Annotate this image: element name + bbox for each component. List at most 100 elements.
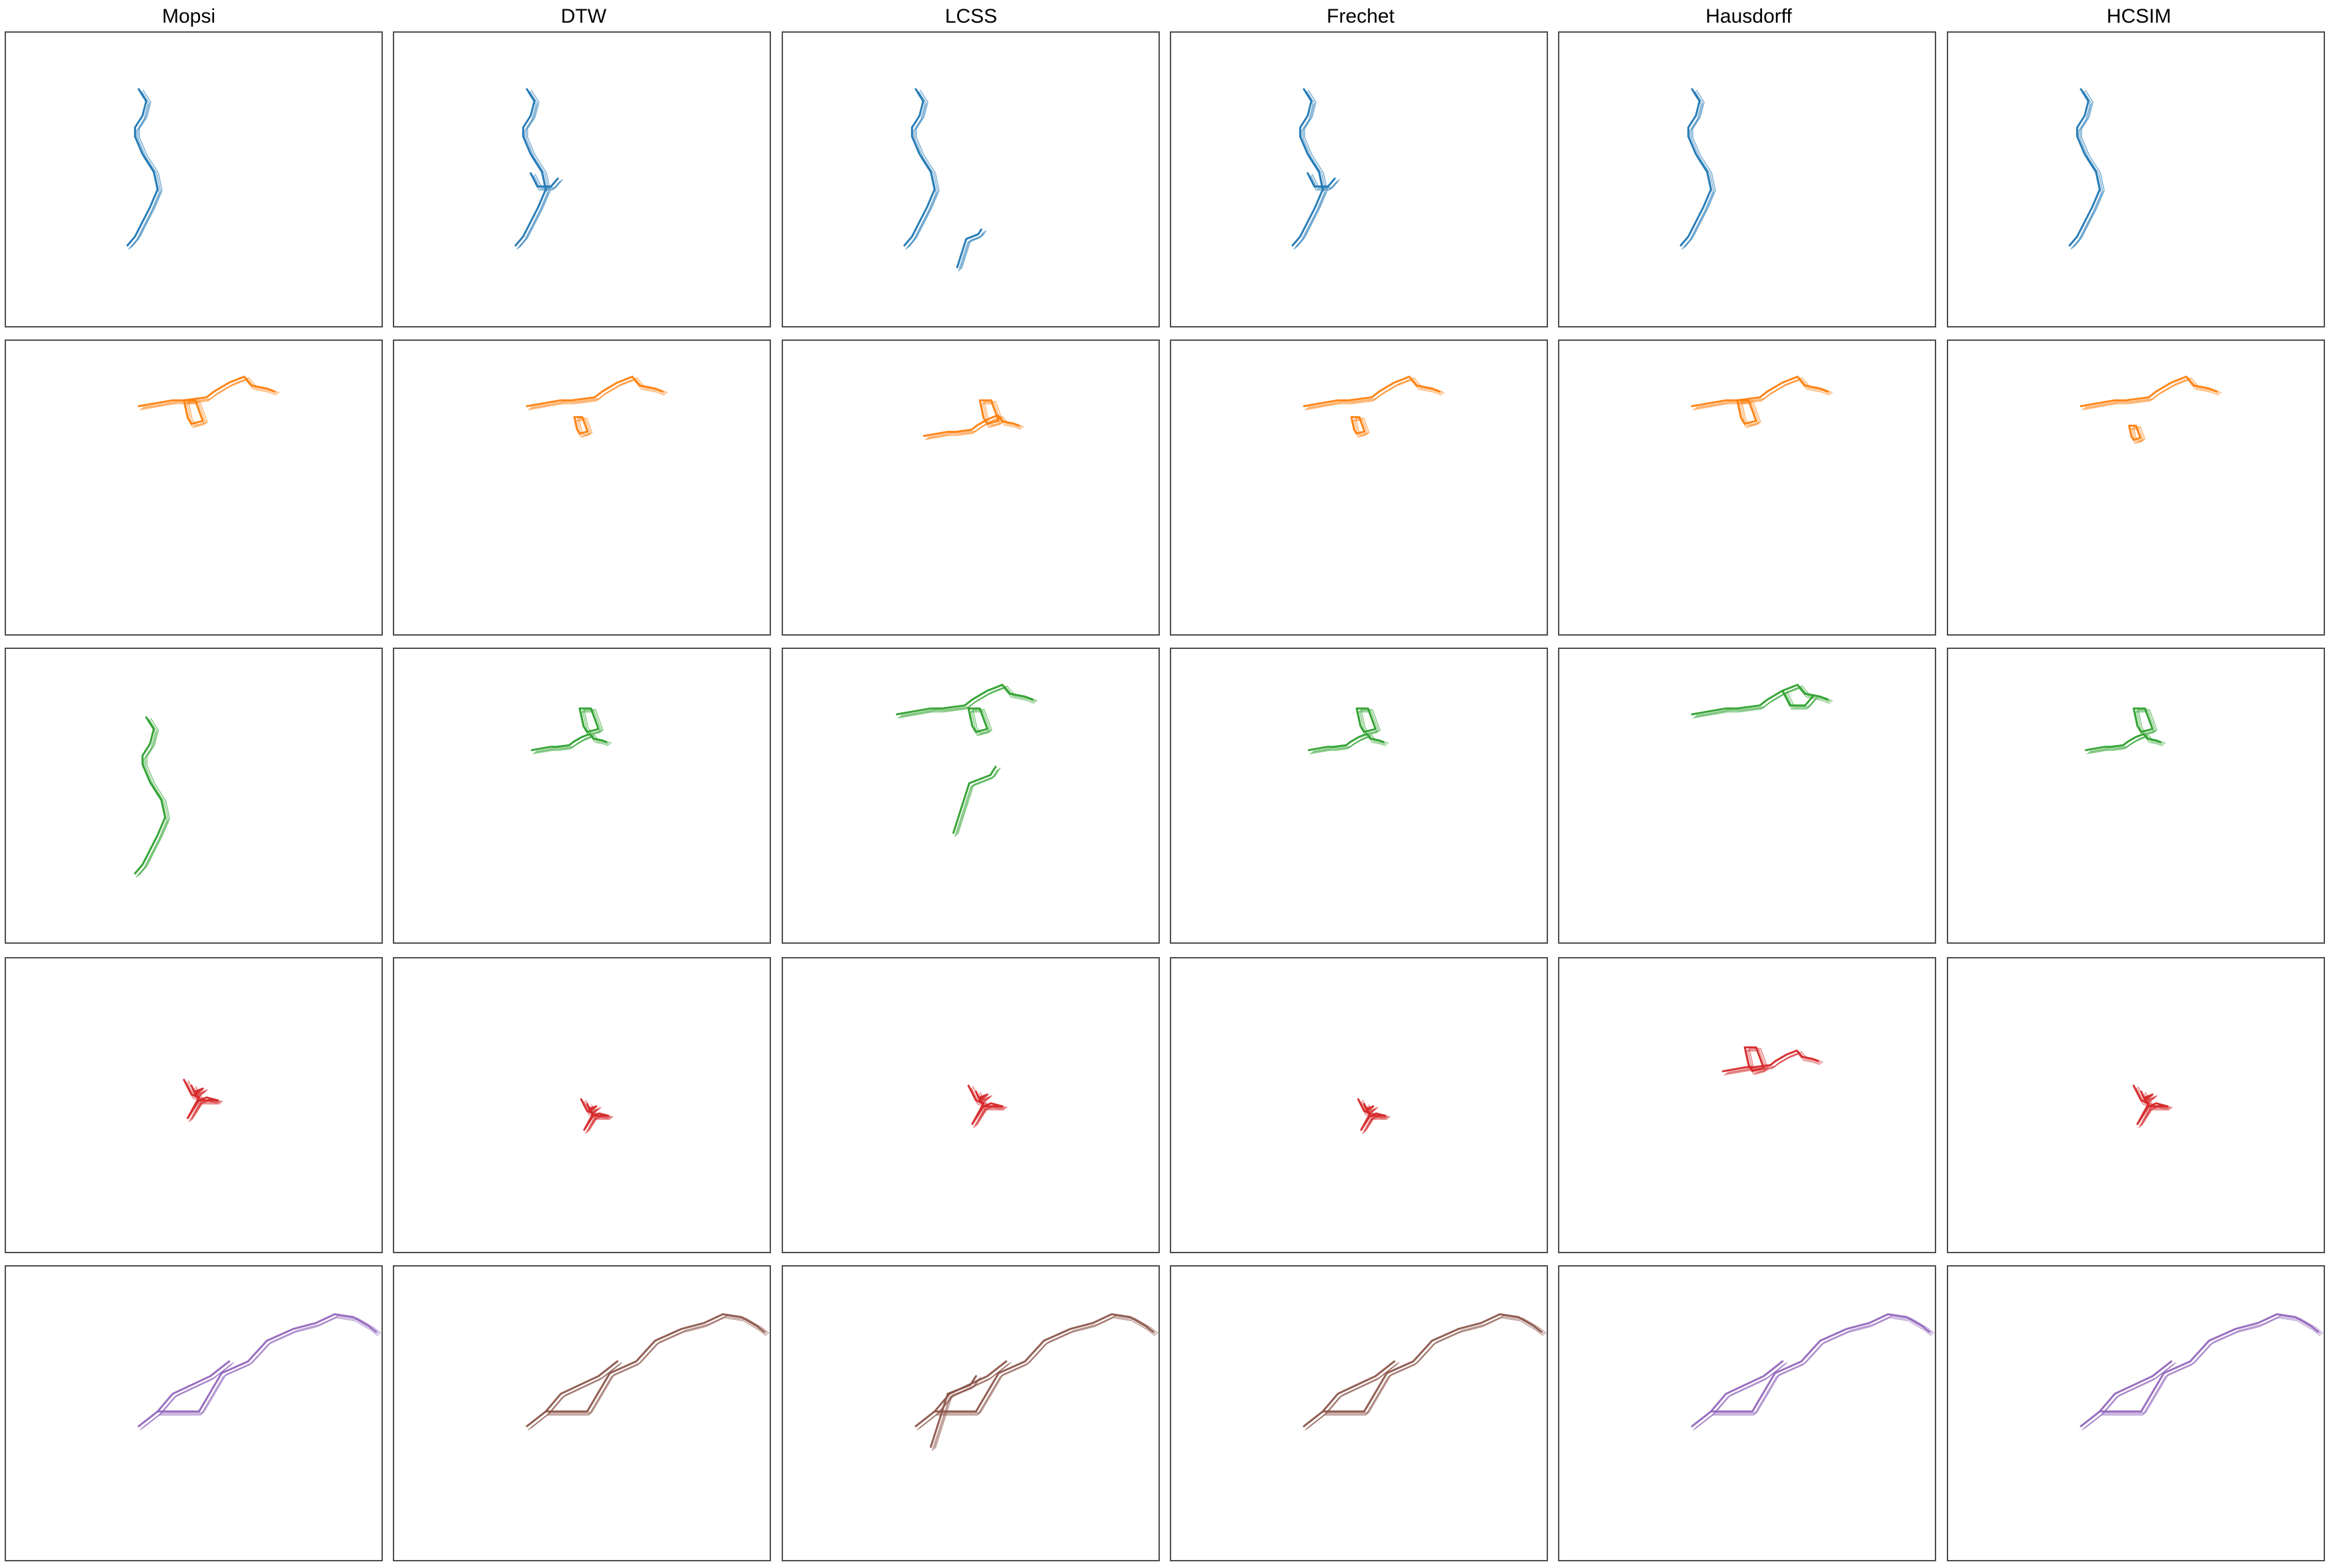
trajectory-line <box>584 709 604 734</box>
trajectory-line <box>514 88 547 247</box>
trajectory-line <box>1739 402 1760 427</box>
trajectory-line <box>1308 377 1445 408</box>
trajectory-line <box>156 1360 231 1413</box>
panel-r2-dtw <box>393 339 771 636</box>
trajectory-line <box>187 1080 223 1120</box>
trajectory-line <box>186 402 207 427</box>
trajectory-line <box>956 768 1000 836</box>
trajectory-line <box>2104 1362 2177 1413</box>
trajectory-line <box>1749 1048 1769 1073</box>
panel-frame <box>1947 957 2325 1253</box>
panel-r1-frechet <box>1170 31 1548 327</box>
panel-frame <box>782 1265 1160 1561</box>
trajectory-line <box>1303 1313 1543 1427</box>
trajectory-line <box>1359 710 1379 735</box>
trajectory-line <box>1352 420 1367 438</box>
trajectory-line <box>1357 711 1378 736</box>
trajectory-line <box>137 719 169 876</box>
trajectory-line <box>185 403 205 428</box>
trajectory-line <box>526 1313 766 1427</box>
trajectory-line <box>1727 1051 1823 1073</box>
trajectory-line <box>531 1315 770 1428</box>
trajectory-line <box>956 228 982 269</box>
trajectory-line <box>143 1315 381 1428</box>
column-title-frechet: Frechet <box>1327 5 1395 27</box>
trajectory-line <box>1353 419 1369 437</box>
trajectory-line <box>531 377 668 408</box>
column-title-hcsim: HCSIM <box>2107 5 2172 27</box>
trajectory-line <box>1715 1362 1788 1413</box>
panel-r5-dtw <box>393 1265 771 1561</box>
trajectory-line <box>131 89 163 247</box>
panel-r5-frechet <box>1170 1265 1548 1561</box>
panel-r3-mopsi <box>5 648 383 944</box>
panel-r4-hausdorff <box>1558 957 1936 1253</box>
trajectory-line <box>576 419 592 437</box>
panel-frame <box>1170 339 1548 636</box>
trajectory-line <box>578 707 600 733</box>
trajectory-line <box>1696 685 1833 716</box>
trajectory-line <box>982 402 1002 427</box>
panel-r3-hcsim <box>1947 648 2325 944</box>
column-title-lcss: LCSS <box>945 5 997 27</box>
panel-r4-lcss <box>782 957 1160 1253</box>
trajectory-line <box>1681 92 1713 250</box>
trajectory-line <box>978 399 1000 425</box>
trajectory-line <box>1362 1100 1391 1132</box>
trajectory-line <box>2133 426 2146 442</box>
trajectory-line <box>1696 377 1833 408</box>
trajectory-line <box>536 734 612 752</box>
trajectory-line <box>2138 709 2158 734</box>
panel-r5-hcsim <box>1947 1265 2325 1561</box>
panel-frame <box>782 339 1160 636</box>
trajectory-line <box>1327 1362 1400 1413</box>
trajectory-line <box>2138 1086 2173 1126</box>
trajectory-line <box>1361 709 1381 734</box>
panel-frame <box>782 31 1160 327</box>
trajectory-line <box>143 377 279 408</box>
trajectory-line <box>2098 1360 2173 1413</box>
panel-frame <box>1947 648 2325 944</box>
trajectory-line <box>1321 1360 1396 1413</box>
panel-r1-hcsim <box>1947 31 2325 327</box>
trajectory-line <box>135 720 167 878</box>
trajectory-line <box>1308 1315 1547 1428</box>
trajectory-line <box>1747 1049 1767 1074</box>
panel-r2-hausdorff <box>1558 339 1936 636</box>
trajectory-line <box>1313 734 1389 752</box>
panel-frame <box>5 31 383 327</box>
trajectory-line <box>1745 1050 1766 1075</box>
trajectory-line <box>957 767 1001 835</box>
trajectory-line <box>1295 91 1327 249</box>
trajectory-line <box>969 711 990 736</box>
trajectory-line <box>534 173 563 189</box>
panel-frame <box>1170 648 1548 944</box>
trajectory-line <box>2132 707 2154 733</box>
trajectory-line <box>516 92 548 250</box>
panel-r3-frechet <box>1170 648 1548 944</box>
panel-frame <box>1558 1265 1936 1561</box>
trajectory-line <box>2068 88 2101 247</box>
panel-r4-mopsi <box>5 957 383 1253</box>
trajectory-line <box>1736 399 1757 425</box>
trajectory-line <box>2132 427 2144 443</box>
trajectory-line <box>906 91 938 249</box>
trajectory-line <box>1743 1046 1765 1072</box>
panel-frame <box>1558 957 1936 1253</box>
panel-r2-mopsi <box>5 339 383 636</box>
trajectory-line <box>970 710 991 735</box>
trajectory-line <box>1691 1313 1931 1427</box>
trajectory-line <box>139 718 171 876</box>
trajectory-line <box>2080 1313 2320 1427</box>
trajectory-line <box>980 403 1001 428</box>
panel-r4-dtw <box>393 957 771 1253</box>
trajectory-line <box>2134 711 2155 736</box>
panel-frame <box>1947 339 2325 636</box>
trajectory-line <box>2085 1315 2324 1428</box>
panel-r4-frechet <box>1170 957 1548 1253</box>
panel-frame <box>5 339 383 636</box>
trajectory-line <box>1685 89 1716 247</box>
panel-frame <box>1947 31 2325 327</box>
trajectory-line <box>1311 173 1340 189</box>
panel-frame <box>393 339 771 636</box>
